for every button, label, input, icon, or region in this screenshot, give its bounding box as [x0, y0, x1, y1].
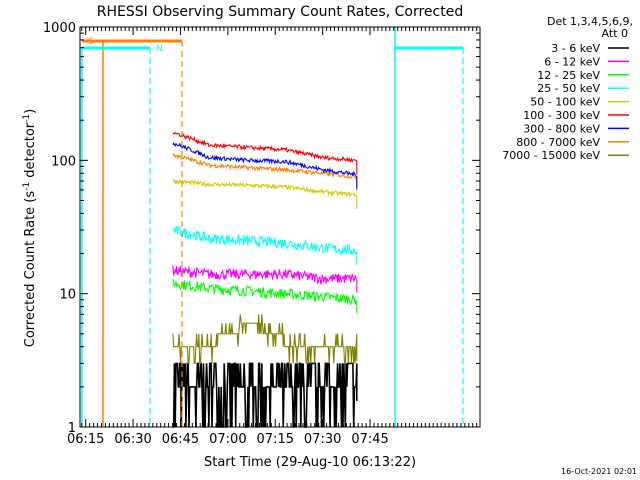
x-axis-label: Start Time (29-Aug-10 06:13:22) — [204, 455, 416, 470]
y-axis-label-main: Corrected Count Rate (s — [23, 191, 38, 348]
legend-label: 50 - 100 keV — [530, 96, 600, 109]
footer-date: 16-Oct-2021 02:01 — [561, 467, 637, 476]
y-axis-label-end: ) — [23, 109, 38, 114]
x-tick-label: 07:15 — [257, 432, 294, 447]
series-line-2 — [172, 279, 358, 314]
series-line-6 — [172, 142, 358, 189]
flag-group: SN — [81, 27, 464, 426]
y-axis-label: Corrected Count Rate (s-1 detector-1) — [22, 109, 38, 347]
x-tick-label: 06:45 — [162, 432, 199, 447]
series-line-3 — [172, 225, 358, 265]
series-group — [172, 131, 358, 428]
y-axis-label-mid: detector — [23, 122, 38, 182]
legend-label: 800 - 7000 keV — [516, 136, 600, 149]
y-axis-label-sup-1: -1 — [22, 182, 32, 191]
series-line-5 — [172, 131, 358, 175]
x-tick-label: 07:45 — [351, 432, 388, 447]
legend-label: 300 - 800 keV — [523, 122, 600, 135]
x-tick-label: 07:30 — [304, 432, 341, 447]
chart-title: RHESSI Observing Summary Count Rates, Co… — [97, 4, 463, 20]
legend-label: 6 - 12 keV — [544, 55, 600, 68]
legend-label: 100 - 300 keV — [523, 109, 600, 122]
y-tick-label: 1000 — [43, 21, 76, 36]
legend-label: 3 - 6 keV — [551, 42, 600, 55]
y-tick-label: 10 — [59, 288, 76, 303]
y-axis-label-sup-2: -1 — [22, 114, 32, 123]
night-flag-label: N — [156, 44, 163, 54]
x-tick-label: 06:15 — [67, 432, 104, 447]
legend-label: 7000 - 15000 keV — [502, 149, 600, 162]
series-line-8 — [172, 314, 358, 364]
y-tick-label: 1 — [68, 421, 76, 436]
legend-header-line-2: Att 0 — [602, 27, 628, 40]
x-tick-label: 06:30 — [114, 432, 151, 447]
x-tick-label: 07:00 — [209, 432, 246, 447]
saa-flag-label: S — [88, 37, 94, 47]
plot-frame — [79, 26, 481, 428]
axes-group: 06:15 06:30 06:45 07:00 07:15 07:30 07:45 1 10 10… — [43, 21, 480, 447]
series-line-0 — [172, 362, 358, 428]
legend-header-line-1: Det 1,3,4,5,6,9, — [547, 15, 633, 28]
legend-label: 12 - 25 keV — [537, 69, 600, 82]
y-tick-label: 100 — [51, 154, 76, 169]
series-line-4 — [172, 178, 358, 209]
legend-label: 25 - 50 keV — [537, 82, 600, 95]
series-line-1 — [172, 265, 358, 293]
